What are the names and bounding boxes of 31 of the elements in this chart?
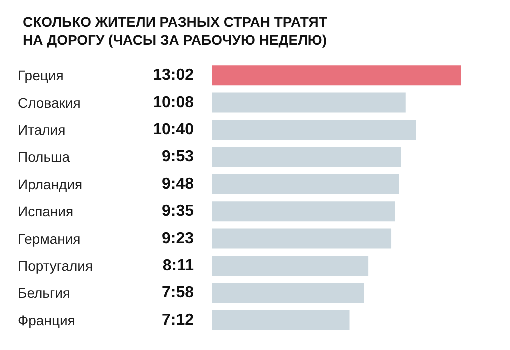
y-tick-label: Ирландия xyxy=(18,176,83,192)
data-label: 9:48 xyxy=(162,176,194,193)
y-tick-label: Германия xyxy=(18,230,81,247)
bar xyxy=(212,66,462,86)
data-label: 9:23 xyxy=(162,230,194,248)
data-label: 7:12 xyxy=(162,312,194,329)
bar xyxy=(212,92,406,113)
bar xyxy=(212,147,402,168)
bar xyxy=(212,310,350,330)
bar xyxy=(212,174,400,194)
data-label: 10:40 xyxy=(153,122,194,138)
data-label: 13:02 xyxy=(153,67,194,84)
data-label: 7:58 xyxy=(162,284,194,302)
y-tick-label: Франция xyxy=(18,312,76,328)
y-tick-label: Бельгия xyxy=(18,285,70,302)
data-label: 9:35 xyxy=(162,203,194,220)
bar xyxy=(212,283,364,304)
chart-title: СКОЛЬКО ЖИТЕЛИ РАЗНЫХ СТРАН ТРАТЯТ НА ДОРОГУ (ЧАСЫ ЗА РАБОЧУЮ НЕДЕЛЮ) xyxy=(23,14,332,48)
y-tick-label: Италия xyxy=(18,122,66,138)
y-tick-label: Греция xyxy=(18,68,64,84)
data-label: 8:11 xyxy=(162,258,194,274)
y-tick-label: Португалия xyxy=(18,258,94,274)
data-label: 9:53 xyxy=(162,148,194,166)
y-tick-label: Словакия xyxy=(18,94,81,111)
bar xyxy=(212,202,396,222)
bar xyxy=(212,120,416,140)
bar xyxy=(212,228,392,249)
y-tick-label: Испания xyxy=(18,204,74,220)
bar xyxy=(212,256,369,276)
data-label: 10:08 xyxy=(153,94,194,112)
y-tick-label: Польша xyxy=(18,149,70,166)
